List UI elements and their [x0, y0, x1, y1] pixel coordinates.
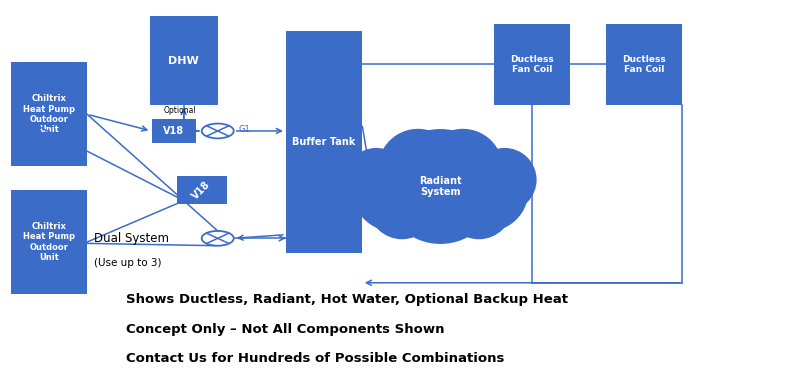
FancyBboxPatch shape — [149, 16, 218, 105]
Ellipse shape — [382, 129, 498, 244]
Text: G1: G1 — [238, 125, 250, 134]
Text: Chiltrix
Heat Pump
Outdoor
Unit: Chiltrix Heat Pump Outdoor Unit — [23, 222, 75, 262]
Text: Concept Only – Not All Components Shown: Concept Only – Not All Components Shown — [125, 323, 443, 336]
Text: Dual System: Dual System — [93, 232, 169, 245]
Ellipse shape — [422, 129, 503, 209]
FancyBboxPatch shape — [11, 190, 87, 294]
FancyBboxPatch shape — [152, 119, 195, 143]
Text: (Use up to 3): (Use up to 3) — [93, 258, 161, 268]
FancyBboxPatch shape — [605, 23, 682, 105]
Ellipse shape — [445, 149, 528, 232]
Text: Optional: Optional — [164, 106, 196, 115]
Text: Shows Ductless, Radiant, Hot Water, Optional Backup Heat: Shows Ductless, Radiant, Hot Water, Opti… — [125, 293, 567, 306]
Text: Contact Us for Hundreds of Possible Combinations: Contact Us for Hundreds of Possible Comb… — [125, 352, 503, 366]
Text: Buffer Tank: Buffer Tank — [291, 137, 355, 147]
Text: Radiant
System: Radiant System — [418, 176, 461, 197]
Ellipse shape — [344, 148, 408, 212]
Text: DHW: DHW — [168, 56, 199, 66]
FancyBboxPatch shape — [286, 31, 361, 253]
FancyBboxPatch shape — [177, 176, 226, 204]
Text: V18: V18 — [190, 179, 213, 201]
FancyBboxPatch shape — [11, 62, 87, 166]
Text: Ductless
Fan Coil: Ductless Fan Coil — [622, 54, 666, 74]
Ellipse shape — [445, 172, 512, 239]
Ellipse shape — [377, 129, 458, 209]
Text: Ductless
Fan Coil: Ductless Fan Coil — [510, 54, 553, 74]
Ellipse shape — [352, 149, 435, 232]
Ellipse shape — [406, 175, 474, 242]
Ellipse shape — [368, 172, 435, 239]
Ellipse shape — [472, 148, 536, 212]
Text: Chiltrix
Heat Pump
Outdoor
Unit: Chiltrix Heat Pump Outdoor Unit — [23, 94, 75, 134]
Text: V18: V18 — [163, 126, 184, 136]
FancyBboxPatch shape — [494, 23, 569, 105]
